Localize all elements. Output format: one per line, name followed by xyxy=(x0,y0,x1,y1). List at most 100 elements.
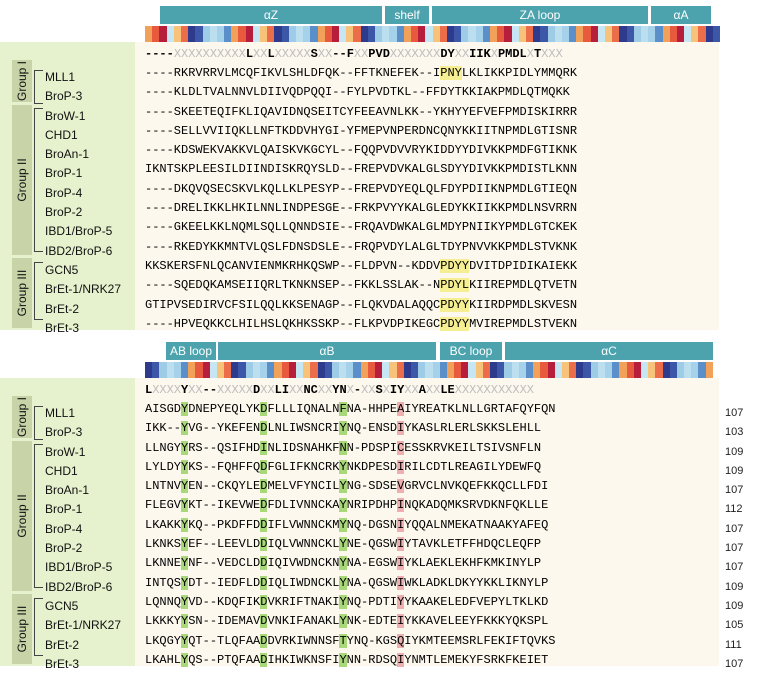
sequence-length: 109 xyxy=(725,580,744,593)
group-label-i-bottom: Group I xyxy=(12,396,32,438)
protein-name: IBD2/BroP-6 xyxy=(45,579,113,594)
protein-name: MLL1 xyxy=(45,70,76,84)
bracket-group-iii-top xyxy=(34,262,43,320)
group-label-iii-top: Group III xyxy=(12,258,32,328)
sequence-top-row: KKSKERSFNLQCANVIENMKRHKQSWP--FLDPVN--KDD… xyxy=(145,258,578,273)
protein-name: BrEt-1/NRK27 xyxy=(45,282,122,297)
sequence-length: 107 xyxy=(725,657,744,670)
bracket-group-i-bottom xyxy=(34,406,43,440)
protein-name: CHD1 xyxy=(45,127,78,142)
alignment-panel-top: αZ shelf ZA loop αA ----XXXXXXXXXXLXXLXX… xyxy=(0,0,772,335)
protein-name: CHD1 xyxy=(45,463,78,478)
sequence-bottom-row: FLEGVYKT--IKEVWEDFDLIVNNCKAYNRIPDHPINQKA… xyxy=(145,498,549,513)
sequence-length: 109 xyxy=(725,464,744,477)
sequence-block-bottom: LXXXXYXX--XXXXXDXXLIXXNCXXYNX-XXSXIYXXAX… xyxy=(145,380,556,670)
group-label-iii-bottom: Group III xyxy=(12,594,32,664)
sstruct-alpha-b: αB xyxy=(218,342,436,360)
protein-name: BroP-4 xyxy=(45,185,83,200)
sstruct-za-loop: ZA loop xyxy=(432,6,648,24)
protein-name: IBD1/BroP-5 xyxy=(45,560,113,575)
group-label-i-top: Group I xyxy=(12,60,32,102)
sequence-bottom-row: LKQGYYQT--TLQFAADDVRKIWNNSFTYNQ-KGSQIYKM… xyxy=(145,633,556,648)
sstruct-bc-loop: BC loop xyxy=(440,342,502,360)
sequence-top-row: ----RKEDYKKMNTVLQSLFDNSDSLE--FRQPVDYLALG… xyxy=(145,239,578,254)
alignment-background xyxy=(135,378,719,666)
consensus-sequence-bottom: LXXXXYXX--XXXXXDXXLIXXNCXXYNX-XXSXIYXXAX… xyxy=(145,383,534,397)
protein-names-top: MLL1 BroP-3 BroW-1 CHD1 BroAn-1 BroP-1 BroP-4 B… xyxy=(45,68,121,338)
protein-name: BroAn-1 xyxy=(45,147,90,162)
sstruct-alpha-z: αZ xyxy=(160,6,382,24)
protein-name: BrEt-3 xyxy=(45,656,80,671)
sequence-top-row: ----DKQVQSECSKVLKQLLKLPESYP--FREPVDYEQLQ… xyxy=(145,181,578,196)
alignment-background xyxy=(135,42,719,330)
sequence-top-row: ----KDSWEKVAKKVLQAISKVKGCYL--FQQPVDVVRYK… xyxy=(145,143,578,158)
sequence-length: 109 xyxy=(725,445,744,458)
sequence-top-row: ----HPVEQKKCLHILHSLQKHKSSKP--FLKPVDPIKEG… xyxy=(145,316,578,331)
conservation-strip-bottom xyxy=(145,362,713,378)
sstruct-shelf: shelf xyxy=(385,6,429,24)
sequence-length: 107 xyxy=(725,542,744,555)
protein-name: BroW-1 xyxy=(45,444,86,459)
sequence-top-row: ----KLDLTVALNNVLDIIVQDPQQI--FYLPVDTKL--F… xyxy=(145,85,570,100)
protein-name: BroP-3 xyxy=(45,425,83,440)
sequence-length: 107 xyxy=(725,561,744,574)
sequence-bottom-row: IKK--YVG--YKEFENDLNLIWSNCRIYNQ-ENSDIYKAS… xyxy=(145,421,542,436)
sequence-top-row: ----SQEDQKAMSEIIQRLTKNKNSEP--FKKLSSLAK--… xyxy=(145,278,578,293)
protein-name: BroP-2 xyxy=(45,205,83,220)
sstruct-alpha-c: αC xyxy=(505,342,713,360)
sequence-length: 107 xyxy=(725,522,744,535)
protein-name: IBD1/BroP-5 xyxy=(45,224,113,239)
sequence-length: 107 xyxy=(725,484,744,497)
sequence-rows-top: ----RKRVRRVLMCQFIKVLSHLDFQK--FFTKNEFEK--… xyxy=(145,64,577,334)
sequence-length: 105 xyxy=(725,619,744,632)
protein-name: BrEt-2 xyxy=(45,301,80,316)
protein-name: BrEt-3 xyxy=(45,320,80,335)
bracket-group-iii-bottom xyxy=(34,598,43,656)
sequence-top-row: ----RKRVRRVLMCQFIKVLSHLDFQK--FFTKNEFEK--… xyxy=(145,66,578,80)
protein-name: BroW-1 xyxy=(45,108,86,123)
sequence-bottom-row: LKNKSYEF--LEEVLDDIQLVWNNCKLYNE-QGSWIYTAV… xyxy=(145,537,542,552)
sstruct-alpha-a: αA xyxy=(651,6,711,24)
alignment-panel-bottom: AB loop αB BC loop αC LXXXXYXX--XXXXXDXX… xyxy=(0,338,772,671)
protein-name: MLL1 xyxy=(45,406,76,420)
protein-name: BrEt-1/NRK27 xyxy=(45,618,122,633)
consensus-sequence-top: ----XXXXXXXXXXLXXLXXXXXSXX--FXXPVDXXXXXX… xyxy=(145,47,563,61)
sequence-bottom-row: LLNGYYRS--QSIFHDINLIDSNAHKFNN-PDSPICESSK… xyxy=(145,440,542,455)
sequence-rows-bottom: AISGDYDNEPYEQLYKDFLLLIQNALNFNA-HHPEAIYRE… xyxy=(145,400,556,670)
sequence-bottom-row: LKNNEYNF--VEDCLDDIQIVWDNCKNYNA-EGSWIYKLA… xyxy=(145,556,542,571)
sequence-bottom-row: LKKKYYSN--IDEMAVDVNKIFANAKLYNK-EDTEIYKKA… xyxy=(145,614,549,629)
sequence-top-row: ----SELLVVIIQKLLNFTKDDVHYGI-YFMEPVNPERDN… xyxy=(145,123,578,138)
sequence-length: 103 xyxy=(725,426,744,439)
conservation-strip-top xyxy=(145,26,720,42)
protein-name: BroP-4 xyxy=(45,521,83,536)
sequence-top-row: ----DRELIKKLHKILNNLINDPESGE--FRKPVYYKALG… xyxy=(145,201,578,216)
bracket-group-ii-bottom xyxy=(34,444,43,588)
sstruct-ab-loop: AB loop xyxy=(166,342,216,360)
bracket-group-ii-top xyxy=(34,108,43,252)
protein-names-bottom: MLL1 BroP-3 BroW-1 CHD1 BroAn-1 BroP-1 BroP-4 B… xyxy=(45,404,121,674)
protein-name: BrEt-2 xyxy=(45,637,80,652)
sequence-bottom-row: LKAKKYKQ--PKDFFDDIFLVWNNCKMYNQ-DGSNIYQQA… xyxy=(145,517,549,532)
group-label-ii-top: Group II xyxy=(12,105,32,255)
sequence-block-top: ----XXXXXXXXXXLXXLXXXXXSXX--FXXPVDXXXXXX… xyxy=(145,44,577,334)
sequence-bottom-row: LYLDYYKS--FQHFFQDFGLIFKNCRKYNKDPESDIRILC… xyxy=(145,459,542,474)
sequence-top-row: ----SKEETEQIFKLIQAVIDNQSEITCYFEEAVNLKK--… xyxy=(145,104,578,119)
protein-name: BroP-3 xyxy=(45,89,83,104)
protein-name: IBD2/BroP-6 xyxy=(45,243,113,258)
protein-name: GCN5 xyxy=(45,262,79,277)
sequence-length: 107 xyxy=(725,407,744,419)
sequence-bottom-row: LNTNVYEN--CKQYLEDMELVFYNCILYNG-SDSEVGRVC… xyxy=(145,479,549,494)
sequence-bottom-row: LQNNQYVD--KDQFIKDVKRIFTNAKIYNQ-PDTIYYKAA… xyxy=(145,594,549,609)
sequence-bottom-row: AISGDYDNEPYEQLYKDFLLLIQNALNFNA-HHPEAIYRE… xyxy=(145,402,556,416)
protein-name: BroP-1 xyxy=(45,166,83,181)
group-label-ii-bottom: Group II xyxy=(12,441,32,591)
sequence-bottom-row: LKAHLYQS--PTQFAADIHKIWKNSFIYNN-RDSQIYNMT… xyxy=(145,652,549,667)
bracket-group-i-top xyxy=(34,70,43,104)
sequence-lengths: 107 103 109 109 107 112 107 107 107 109 109 105 111 1… xyxy=(725,404,743,674)
sequence-length: 111 xyxy=(725,638,742,651)
sequence-top-row: GTIPVSEDIRVCFSILQQLKKSENAGP--FLQKVDALAQQ… xyxy=(145,297,578,312)
sequence-length: 109 xyxy=(725,599,744,612)
protein-name: BroP-2 xyxy=(45,541,83,556)
protein-name: GCN5 xyxy=(45,598,79,613)
sequence-top-row: ----GKEELKKLNQMLSQLLQNNDSIE--FRQAVDWKALG… xyxy=(145,220,578,235)
